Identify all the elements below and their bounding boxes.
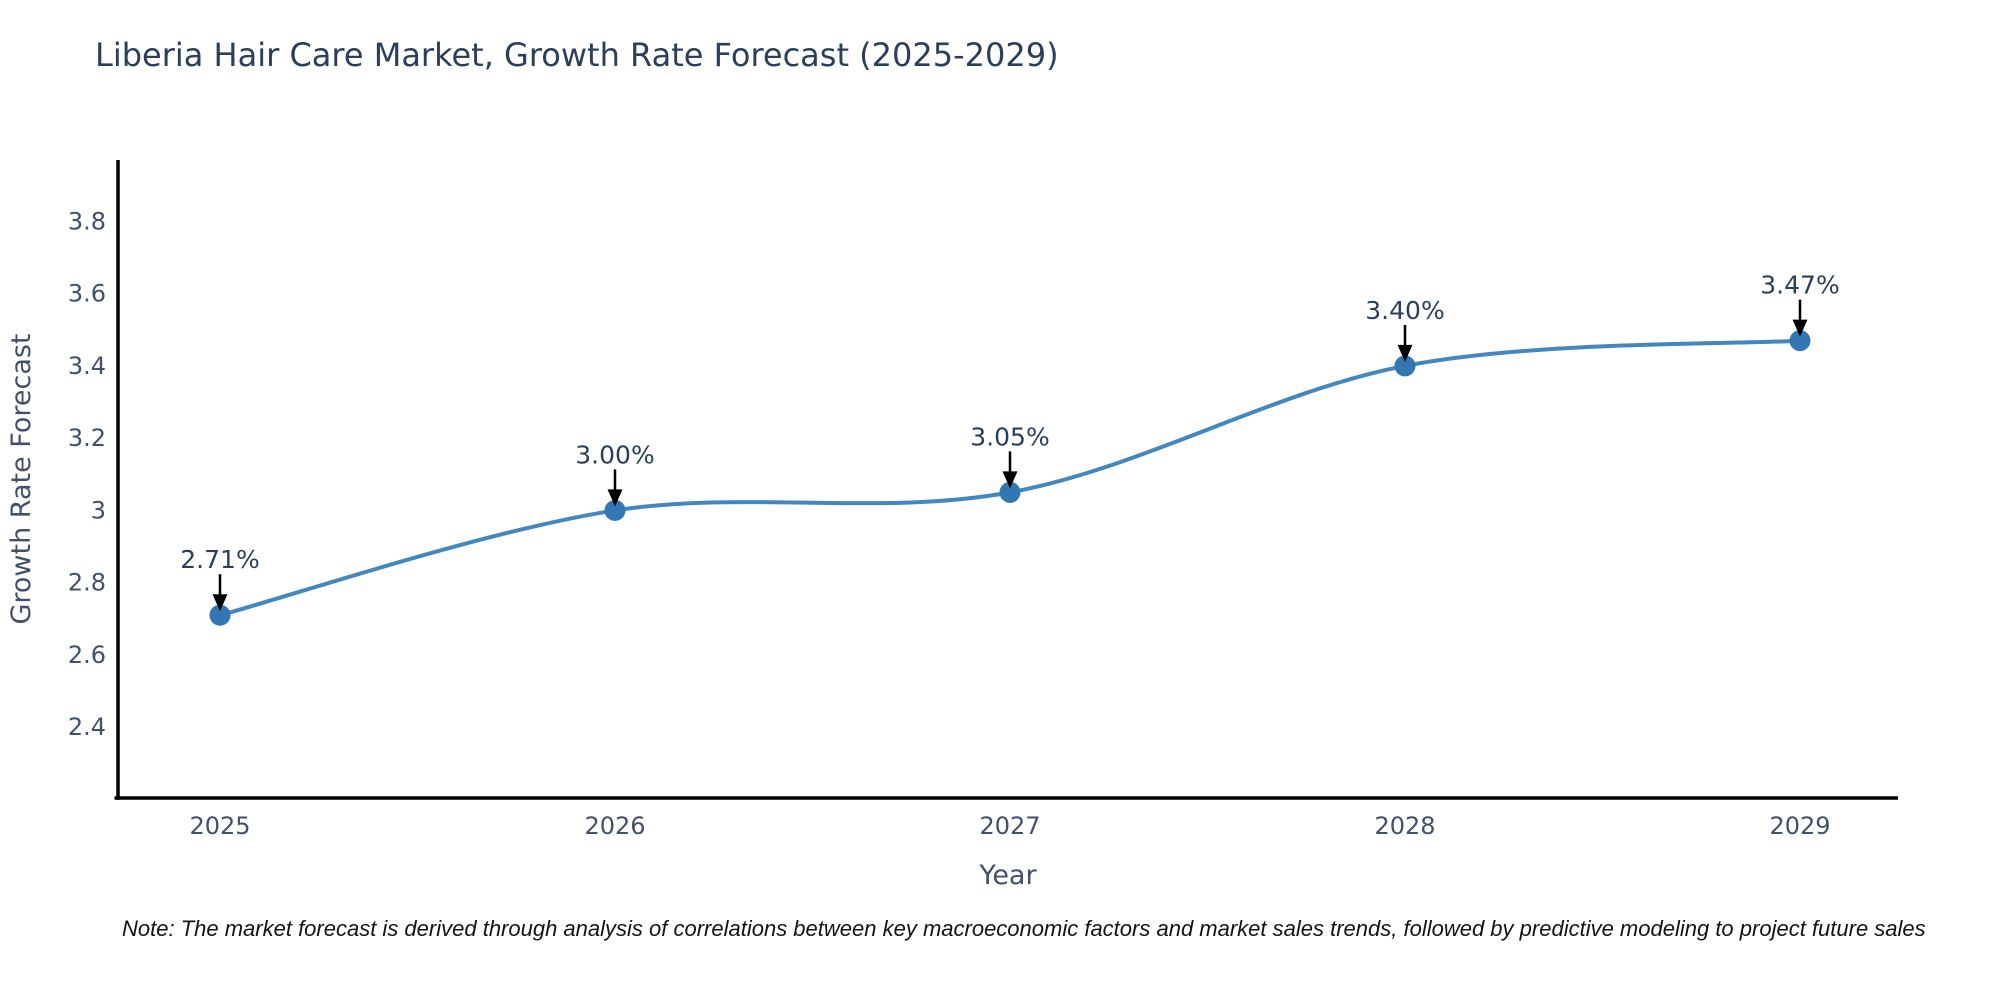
data-point-marker (604, 499, 626, 521)
y-axis-title: Growth Rate Forecast (6, 333, 37, 624)
data-point-marker (1789, 330, 1811, 352)
annotation-arrowhead (1002, 471, 1018, 489)
data-point-marker (209, 604, 231, 626)
x-tick-label: 2029 (1769, 812, 1830, 840)
annotation-label: 3.00% (575, 440, 654, 469)
annotation-label: 3.47% (1760, 271, 1839, 300)
annotation-label: 3.40% (1365, 296, 1444, 325)
annotation-arrowhead (607, 489, 623, 507)
x-axis-title: Year (978, 860, 1037, 891)
annotation-arrowhead (1397, 344, 1413, 362)
x-tick-label: 2026 (584, 812, 645, 840)
data-point-marker (1394, 355, 1416, 377)
annotation-label: 3.05% (970, 422, 1049, 451)
y-tick-label: 3 (91, 496, 106, 524)
x-tick-label: 2025 (189, 812, 250, 840)
x-tick-label: 2027 (979, 812, 1040, 840)
chart-title: Liberia Hair Care Market, Growth Rate Fo… (95, 36, 1059, 74)
y-tick-label: 2.4 (68, 713, 106, 741)
y-tick-label: 3.8 (68, 207, 106, 235)
data-point-marker (999, 481, 1021, 503)
annotation-arrowhead (1792, 319, 1808, 337)
y-tick-label: 3.4 (68, 352, 106, 380)
y-tick-label: 2.6 (68, 641, 106, 669)
annotation-arrowhead (212, 594, 228, 612)
y-tick-label: 3.2 (68, 424, 106, 452)
footnote: Note: The market forecast is derived thr… (122, 916, 1926, 941)
x-tick-label: 2028 (1374, 812, 1435, 840)
annotation-label: 2.71% (180, 545, 259, 574)
y-tick-label: 2.8 (68, 569, 106, 597)
y-tick-label: 3.6 (68, 280, 106, 308)
